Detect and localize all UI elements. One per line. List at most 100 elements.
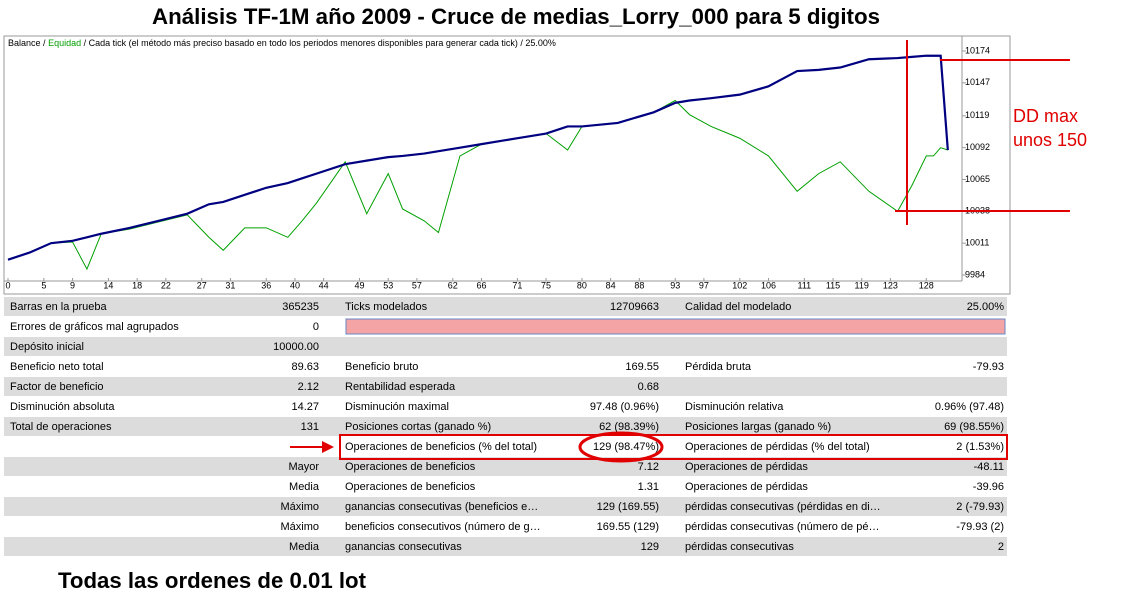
table-cell: 2: [998, 541, 1004, 553]
x-tick-label: 128: [919, 280, 934, 290]
table-cell: 69 (98.55%): [944, 421, 1004, 433]
table-cell: Barras en la prueba: [10, 301, 107, 313]
x-tick-label: 66: [476, 280, 486, 290]
table-cell: 129 (169.55): [597, 501, 659, 513]
table-cell: Beneficio neto total: [10, 361, 104, 373]
annotation-marks: [290, 40, 1070, 463]
table-cell: 169.55: [625, 361, 659, 373]
table-cell: Operaciones de beneficios: [345, 461, 476, 473]
table-row: [4, 357, 1007, 376]
x-tick-label: 106: [761, 280, 776, 290]
table-cell: pérdidas consecutivas: [685, 541, 794, 553]
table-row: [4, 437, 1007, 456]
table-row: [4, 517, 1007, 536]
table-cell: Disminución relativa: [685, 401, 784, 413]
x-tick-label: 27: [197, 280, 207, 290]
table-cell: Disminución maximal: [345, 401, 449, 413]
x-tick-label: 84: [606, 280, 616, 290]
table-cell: 365235: [282, 301, 319, 313]
table-cell: 131: [301, 421, 319, 433]
table-cell: 2 (1.53%): [956, 441, 1004, 453]
table-cell: Depósito inicial: [10, 341, 84, 353]
table-cell: Posiciones largas (ganado %): [685, 421, 831, 433]
table-cell: -39.96: [973, 481, 1004, 493]
table-cell: ganancias consecutivas (beneficios e…: [345, 501, 538, 513]
table-cell: 89.63: [291, 361, 319, 373]
series-line: [7, 99, 948, 271]
x-tick-label: 111: [797, 280, 811, 290]
table-cell: 169.55 (129): [597, 521, 659, 533]
y-tick-label: 10174: [965, 45, 990, 55]
x-tick-label: 18: [132, 280, 142, 290]
table-row: [4, 337, 1007, 356]
x-tick-label: 40: [290, 280, 300, 290]
table-cell: 0.96% (97.48): [935, 401, 1004, 413]
highlight-circle: [578, 431, 664, 463]
table-cell: -79.93: [973, 361, 1004, 373]
table-row: [4, 477, 1007, 496]
x-tick-label: 119: [855, 280, 869, 290]
table-cell: Ticks modelados: [345, 301, 428, 313]
table-cell: Posiciones cortas (ganado %): [345, 421, 491, 433]
table-cell: Máximo: [280, 501, 319, 513]
table-row: [4, 537, 1007, 556]
table-cell: Pérdida bruta: [685, 361, 752, 373]
x-tick-label: 93: [670, 280, 680, 290]
x-tick-label: 123: [883, 280, 898, 290]
table-cell: Disminución absoluta: [10, 401, 115, 413]
table-cell: Máximo: [280, 521, 319, 533]
table-cell: Calidad del modelado: [685, 301, 791, 313]
x-tick-label: 22: [161, 280, 171, 290]
table-cell: Beneficio bruto: [345, 361, 418, 373]
table-row: [4, 297, 1007, 316]
table-cell: Errores de gráficos mal agrupados: [10, 321, 179, 333]
x-tick-label: 9: [70, 280, 75, 290]
table-cell: Factor de beneficio: [10, 381, 104, 393]
table-cell: 129 (98.47%): [593, 441, 659, 453]
highlight-box: [339, 434, 1008, 460]
x-tick-label: 44: [319, 280, 329, 290]
chart-frame: [3, 35, 1011, 295]
table-cell: pérdidas consecutivas (número de pé…: [685, 521, 879, 533]
table-cell: Operaciones de pérdidas (% del total): [685, 441, 870, 453]
table-cell: 0: [313, 321, 319, 333]
table-cell: Operaciones de beneficios: [345, 481, 476, 493]
table-cell: Mayor: [288, 461, 319, 473]
x-tick-label: 102: [732, 280, 747, 290]
table-cell: 2 (-79.93): [956, 501, 1004, 513]
x-tick-label: 53: [383, 280, 393, 290]
x-tick-label: 62: [448, 280, 458, 290]
table-cell: -79.93 (2): [956, 521, 1004, 533]
table-cell: 129: [641, 541, 659, 553]
table-cell: 62 (98.39%): [599, 421, 659, 433]
table-cell: 0.68: [638, 381, 659, 393]
table-cell: Operaciones de beneficios (% del total): [345, 441, 537, 453]
y-tick-label: 10065: [965, 174, 990, 184]
y-tick-label: 10119: [965, 110, 989, 120]
x-tick-label: 75: [541, 280, 551, 290]
table-cell: Operaciones de pérdidas: [685, 481, 808, 493]
table-row: [4, 417, 1007, 436]
table-row: [4, 457, 1007, 476]
table: Barras en la prueba 365235 Ticks modelados…: [4, 297, 1007, 556]
x-tick-label: 0: [5, 280, 10, 290]
table-cell: Media: [289, 541, 320, 553]
legend-entry: Equidad: [48, 38, 81, 48]
table-cell: Media: [289, 481, 320, 493]
x-tick-label: 14: [103, 280, 113, 290]
x-tick-label: 97: [699, 280, 709, 290]
table-row: [4, 377, 1007, 396]
table-cell: 10000.00: [273, 341, 319, 353]
table-cell: 14.27: [291, 401, 319, 413]
x-tick-label: 36: [261, 280, 271, 290]
table-cell: beneficios consecutivos (número de g…: [345, 521, 541, 533]
y-tick-label: 10092: [965, 142, 990, 152]
series-line: [7, 54, 949, 261]
table-cell: 25.00%: [967, 301, 1005, 313]
title: Análisis TF-1M año 2009 - Cruce de media…: [152, 4, 880, 29]
annotation-text: DD max: [1013, 106, 1078, 126]
table-row: [4, 397, 1007, 416]
table-cell: Operaciones de pérdidas: [685, 461, 808, 473]
table-cell: pérdidas consecutivas (pérdidas en di…: [685, 501, 881, 513]
